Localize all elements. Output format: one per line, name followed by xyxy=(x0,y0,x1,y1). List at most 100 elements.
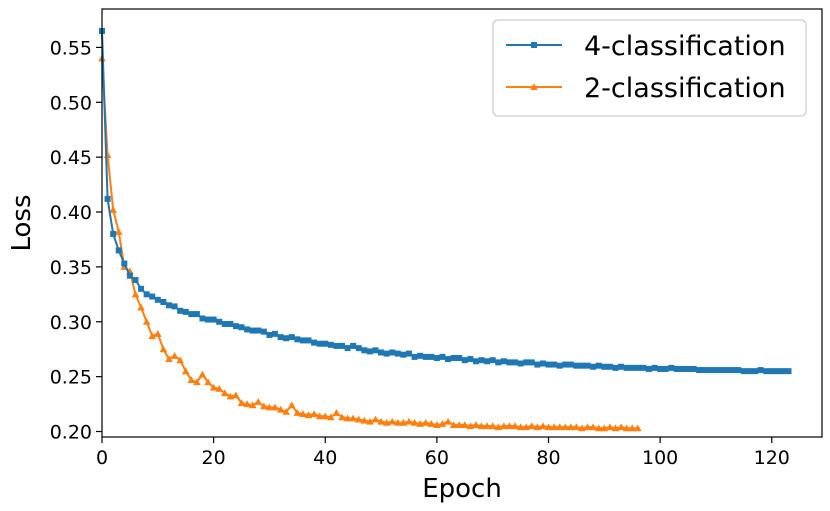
data-point xyxy=(383,350,390,357)
data-point xyxy=(299,337,306,344)
data-point xyxy=(316,340,323,347)
data-point xyxy=(740,368,747,375)
data-point xyxy=(752,368,759,375)
data-point xyxy=(322,340,329,347)
data-point xyxy=(600,424,609,432)
data-point xyxy=(131,290,140,298)
data-point xyxy=(445,356,452,363)
data-point xyxy=(517,360,524,367)
data-point xyxy=(438,420,447,427)
data-point xyxy=(779,368,786,375)
data-point xyxy=(333,342,340,349)
data-point xyxy=(244,326,251,333)
data-point xyxy=(160,299,167,306)
data-point xyxy=(545,361,552,368)
data-point xyxy=(573,362,580,369)
data-point xyxy=(460,421,469,428)
data-point xyxy=(277,334,284,341)
data-point xyxy=(193,311,200,318)
data-point xyxy=(589,423,597,431)
legend-marker xyxy=(531,42,537,48)
data-point xyxy=(138,285,145,292)
data-point xyxy=(272,330,279,337)
data-point xyxy=(199,315,206,322)
data-point xyxy=(126,272,133,279)
data-point xyxy=(227,320,234,327)
data-point xyxy=(768,368,775,375)
legend-item: 2-classification xyxy=(506,73,786,104)
data-point xyxy=(634,364,641,371)
data-point xyxy=(366,417,374,425)
data-point xyxy=(763,368,770,375)
data-point xyxy=(601,363,608,370)
data-point xyxy=(321,412,330,420)
data-point xyxy=(478,357,485,364)
data-point xyxy=(467,356,474,363)
data-point xyxy=(594,424,603,432)
data-point xyxy=(662,365,669,372)
data-point xyxy=(618,363,625,370)
data-point xyxy=(544,423,553,431)
y-tick-label: 0.45 xyxy=(50,147,92,169)
x-tick-label: 60 xyxy=(425,447,449,469)
y-tick-label: 0.40 xyxy=(50,202,92,224)
data-point xyxy=(132,277,139,284)
data-point xyxy=(350,342,357,349)
data-point xyxy=(104,195,111,202)
data-point xyxy=(668,364,675,371)
data-point xyxy=(378,349,385,356)
data-point xyxy=(248,401,257,409)
data-point xyxy=(198,370,207,378)
data-point xyxy=(449,421,458,428)
y-tick-label: 0.50 xyxy=(50,92,92,114)
data-point xyxy=(472,421,480,428)
data-point xyxy=(427,420,436,427)
data-point xyxy=(522,423,530,431)
x-tick-label: 100 xyxy=(642,447,678,469)
data-point xyxy=(266,331,273,338)
x-axis-ticks: 0 20 40 60 80 100 120 xyxy=(96,437,790,469)
data-point xyxy=(254,398,263,405)
data-point xyxy=(455,421,464,428)
data-point xyxy=(785,368,792,375)
data-point xyxy=(372,347,379,354)
data-point xyxy=(489,357,496,364)
data-point xyxy=(226,392,235,400)
legend-marker xyxy=(530,83,538,91)
data-point xyxy=(422,353,429,360)
data-point xyxy=(444,417,452,425)
data-point xyxy=(238,324,245,331)
data-point xyxy=(388,417,397,425)
data-point xyxy=(628,424,637,432)
legend: 4-classification 2-classification xyxy=(492,19,807,117)
data-point xyxy=(634,424,642,432)
data-point xyxy=(729,367,736,374)
data-point xyxy=(611,424,620,432)
data-point xyxy=(360,416,369,424)
data-point xyxy=(528,359,535,366)
data-point xyxy=(177,307,184,314)
data-point xyxy=(533,423,542,431)
y-axis-ticks: 0.20 0.25 0.30 0.35 0.40 0.45 0.50 0.55 xyxy=(50,37,102,444)
data-point xyxy=(377,417,385,425)
data-point xyxy=(310,410,318,417)
data-point xyxy=(249,327,256,334)
data-point xyxy=(450,354,457,361)
data-point xyxy=(673,365,680,372)
data-point xyxy=(506,359,513,366)
data-point xyxy=(523,359,530,366)
legend-item: 4-classification xyxy=(506,31,786,62)
data-point xyxy=(154,296,161,303)
data-point xyxy=(584,362,591,369)
data-point xyxy=(562,361,569,368)
data-point xyxy=(617,423,625,431)
data-point xyxy=(121,260,128,267)
data-point xyxy=(255,327,262,334)
data-point xyxy=(466,422,475,430)
data-point xyxy=(500,358,507,365)
data-point xyxy=(176,356,184,364)
data-point xyxy=(527,422,536,430)
data-point xyxy=(539,422,547,430)
data-point xyxy=(327,413,335,421)
legend-label: 2-classification xyxy=(584,73,786,104)
